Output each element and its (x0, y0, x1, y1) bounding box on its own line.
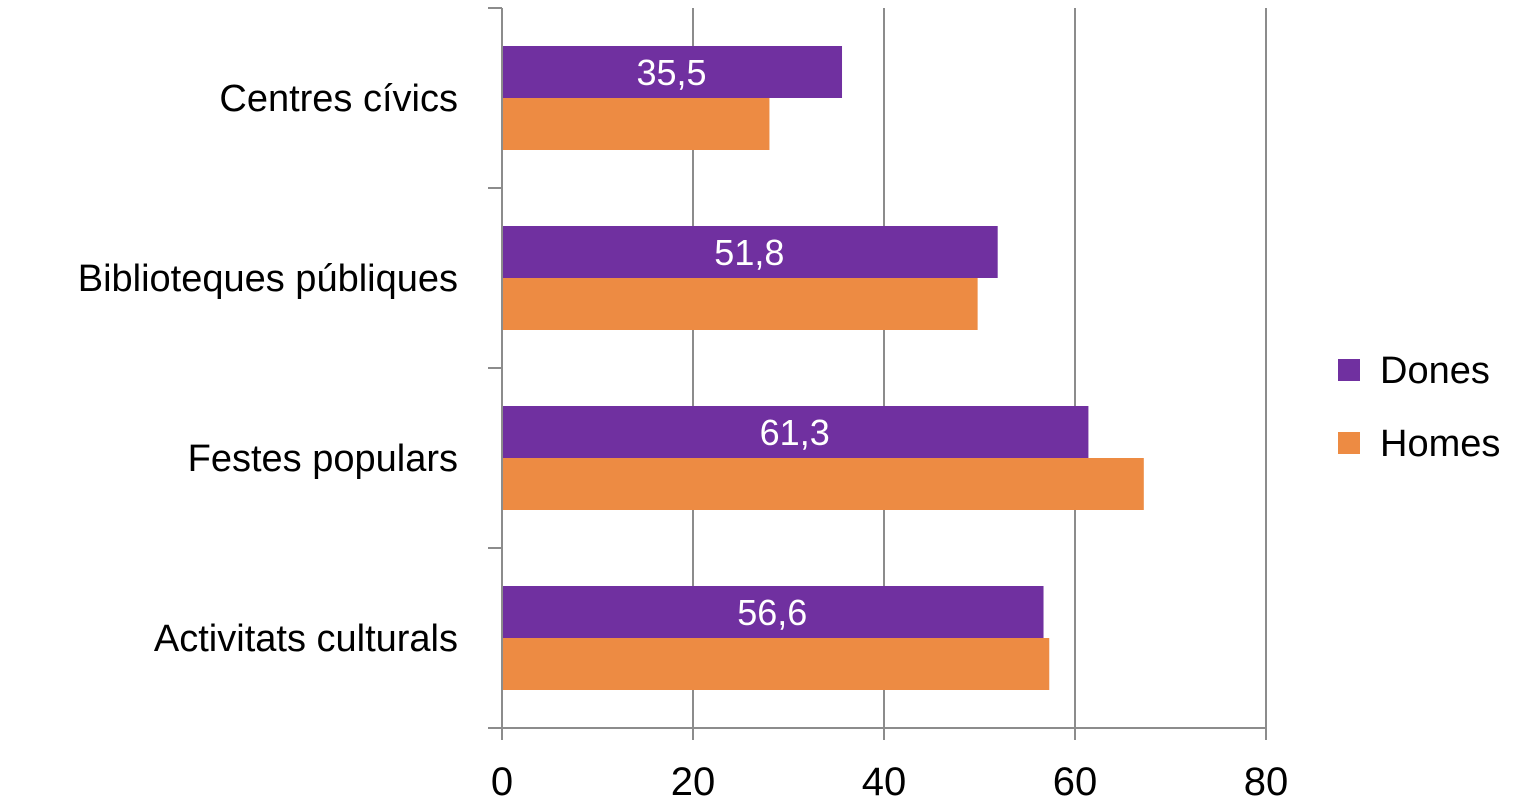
x-tick-label: 20 (671, 760, 716, 804)
bar-homes (503, 98, 770, 150)
category-label: Centres cívics (219, 78, 458, 120)
x-tick-label: 40 (862, 760, 907, 804)
legend-label: Dones (1380, 350, 1490, 392)
data-labels: 35,5 51,8 61,3 56,6 (636, 52, 829, 633)
data-label: 61,3 (760, 412, 830, 453)
legend-swatch (1338, 359, 1360, 381)
bar-dones (503, 406, 1089, 458)
data-label: 35,5 (636, 52, 706, 93)
bar-dones (503, 586, 1044, 638)
bar-homes (503, 278, 978, 330)
category-label: Activitats culturals (154, 618, 458, 660)
x-tick-label: 60 (1053, 760, 1098, 804)
data-label: 56,6 (737, 592, 807, 633)
legend-label: Homes (1380, 423, 1500, 465)
bar-homes (503, 638, 1050, 690)
x-tick-label: 0 (491, 760, 513, 804)
legend: Dones Homes (1338, 350, 1500, 465)
legend-swatch (1338, 432, 1360, 454)
category-label: Biblioteques públiques (78, 258, 458, 300)
bars (503, 46, 1144, 690)
data-label: 51,8 (714, 232, 784, 273)
category-labels: Centres cívics Biblioteques públiques Fest… (78, 78, 458, 660)
bar-dones (503, 46, 843, 98)
axes (488, 7, 1266, 740)
category-label: Festes populars (188, 438, 458, 480)
x-tick-label: 80 (1244, 760, 1289, 804)
bar-homes (503, 458, 1144, 510)
x-tick-labels: 0 20 40 60 80 (491, 760, 1288, 804)
bar-dones (503, 226, 998, 278)
